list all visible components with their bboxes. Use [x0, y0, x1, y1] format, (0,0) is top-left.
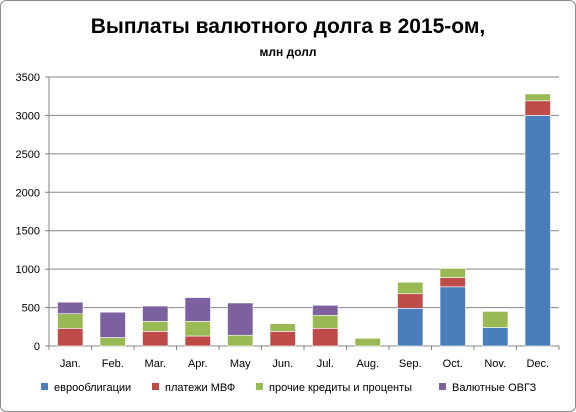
y-tick-label: 0 [34, 341, 40, 353]
legend-swatch [439, 383, 446, 390]
bar-segment-4 [184, 297, 211, 322]
chart-subtitle: млн долл [259, 45, 317, 59]
legend-swatch [41, 383, 48, 390]
bar-segment-4 [312, 304, 339, 316]
legend-swatch [152, 383, 159, 390]
bar-segment-3 [227, 334, 254, 347]
y-tick-label: 2500 [16, 149, 40, 161]
bar-segment-2 [397, 293, 424, 309]
x-tick-label: Sep. [399, 358, 422, 370]
bar-segment-2 [269, 331, 296, 347]
bar-segment-3 [482, 311, 509, 328]
plot-area [49, 77, 559, 346]
bar-segment-4 [57, 301, 84, 315]
bar-segment-3 [142, 321, 169, 332]
legend-label: платежи МВФ [165, 382, 235, 394]
y-tick-label: 3500 [16, 72, 40, 84]
x-tick-label: Jul. [317, 358, 334, 370]
y-tick-label: 3000 [16, 110, 40, 122]
legend-label: прочие кредиты и проценты [269, 382, 412, 394]
bar-segment-1 [397, 308, 424, 347]
bar-segment-2 [312, 328, 339, 347]
bar-segment-1 [482, 327, 509, 347]
bar-segment-1 [439, 286, 466, 347]
x-tick-label: Dec. [526, 358, 549, 370]
legend-swatch [256, 383, 263, 390]
y-tick-label: 500 [22, 303, 40, 315]
bar-segment-3 [312, 314, 339, 329]
y-tick-label: 2000 [16, 187, 40, 199]
bar-segment-3 [99, 337, 126, 347]
chart-title: Выплаты валютного долга в 2015-ом, [90, 15, 486, 38]
bar-segment-3 [524, 93, 551, 102]
bar-segment-3 [354, 338, 381, 347]
x-tick-label: Feb. [102, 358, 124, 370]
x-tick-label: Nov. [484, 358, 506, 370]
bar-segment-4 [227, 302, 254, 336]
legend-label: Валютные ОВГЗ [452, 382, 537, 394]
x-tick-label: Jan. [60, 358, 81, 370]
x-tick-label: Jun. [272, 358, 293, 370]
legend-label: еврооблигации [54, 382, 131, 394]
x-tick-label: Aug. [356, 358, 379, 370]
x-tick-label: Oct. [443, 358, 463, 370]
bar-segment-1 [524, 115, 551, 347]
x-tick-label: May [230, 358, 251, 370]
x-tick-label: Apr. [188, 358, 208, 370]
bar-segment-2 [439, 277, 466, 288]
x-tick-label: Mar. [145, 358, 166, 370]
bar-segment-4 [99, 311, 126, 338]
bar-segment-2 [184, 335, 211, 347]
bar-segment-3 [269, 323, 296, 332]
bar-segment-3 [57, 313, 84, 329]
bar-segment-4 [142, 305, 169, 322]
bar-segment-2 [57, 328, 84, 347]
y-tick-label: 1500 [16, 226, 40, 238]
bar-segment-3 [397, 281, 424, 295]
bar-segment-2 [524, 100, 551, 116]
bar-segment-2 [142, 331, 169, 347]
bar-segment-3 [439, 268, 466, 278]
y-tick-label: 1000 [16, 264, 40, 276]
bar-segment-3 [184, 321, 211, 337]
